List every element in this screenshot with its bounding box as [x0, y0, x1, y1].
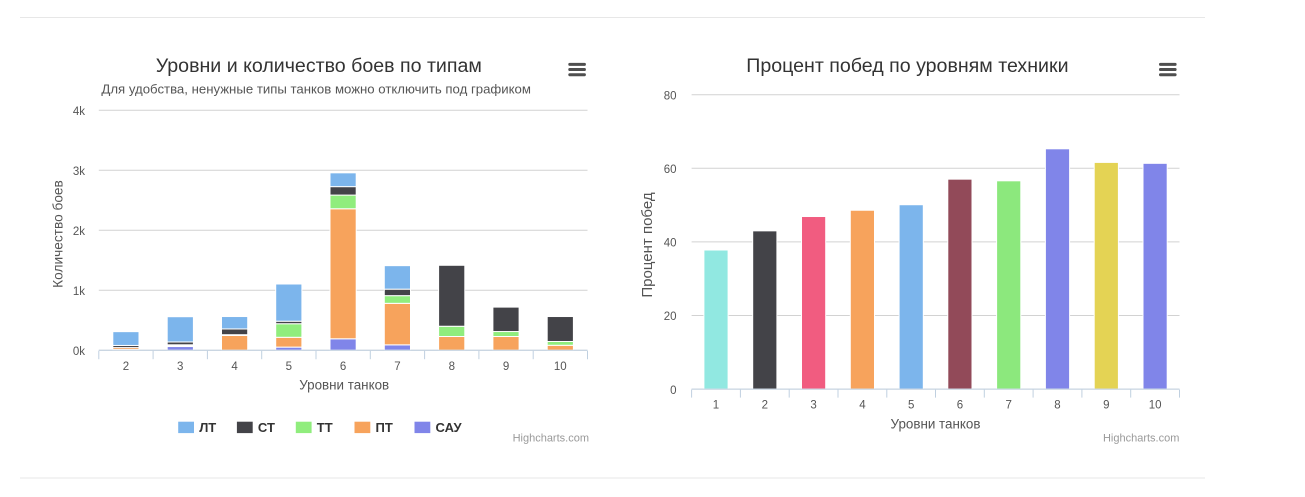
svg-text:Highcharts.com: Highcharts.com: [513, 432, 589, 444]
svg-text:3: 3: [177, 361, 183, 373]
svg-text:4: 4: [859, 400, 866, 412]
svg-text:Процент побед: Процент побед: [639, 192, 656, 297]
svg-text:7: 7: [394, 361, 400, 373]
svg-text:3: 3: [810, 400, 816, 412]
svg-text:2: 2: [762, 400, 768, 412]
svg-text:60: 60: [664, 164, 677, 176]
svg-text:Уровни и количество боев по ти: Уровни и количество боев по типам: [156, 55, 482, 77]
svg-text:1k: 1k: [73, 286, 85, 298]
svg-text:САУ: САУ: [436, 420, 463, 435]
svg-text:Уровни танков: Уровни танков: [299, 378, 389, 393]
svg-text:2k: 2k: [73, 226, 85, 238]
svg-text:ЛТ: ЛТ: [199, 420, 216, 435]
svg-text:ПТ: ПТ: [376, 420, 393, 435]
svg-text:Количество боев: Количество боев: [51, 180, 66, 288]
svg-text:4k: 4k: [73, 106, 85, 118]
svg-text:7: 7: [1005, 400, 1011, 412]
svg-text:Процент побед по уровням техни: Процент побед по уровням техники: [746, 55, 1068, 77]
svg-text:10: 10: [1149, 400, 1162, 412]
svg-text:СТ: СТ: [258, 420, 275, 435]
svg-text:4: 4: [231, 361, 238, 373]
svg-text:1: 1: [713, 400, 719, 412]
svg-text:Уровни танков: Уровни танков: [891, 417, 981, 432]
svg-text:6: 6: [957, 400, 963, 412]
svg-text:3k: 3k: [73, 166, 85, 178]
svg-text:9: 9: [1103, 400, 1109, 412]
svg-text:9: 9: [503, 361, 509, 373]
svg-text:5: 5: [908, 400, 914, 412]
svg-text:2: 2: [123, 361, 129, 373]
svg-text:6: 6: [340, 361, 346, 373]
svg-text:8: 8: [1054, 400, 1060, 412]
svg-text:ТТ: ТТ: [317, 420, 333, 435]
svg-text:0k: 0k: [73, 346, 85, 358]
svg-text:8: 8: [449, 361, 455, 373]
svg-text:0: 0: [670, 385, 676, 397]
svg-text:Highcharts.com: Highcharts.com: [1103, 432, 1179, 444]
svg-text:Для удобства, ненужные типы та: Для удобства, ненужные типы танков можно…: [101, 82, 531, 97]
svg-text:20: 20: [664, 311, 677, 323]
svg-text:40: 40: [664, 238, 677, 250]
svg-text:10: 10: [554, 361, 567, 373]
svg-text:80: 80: [664, 90, 677, 102]
svg-text:5: 5: [286, 361, 292, 373]
